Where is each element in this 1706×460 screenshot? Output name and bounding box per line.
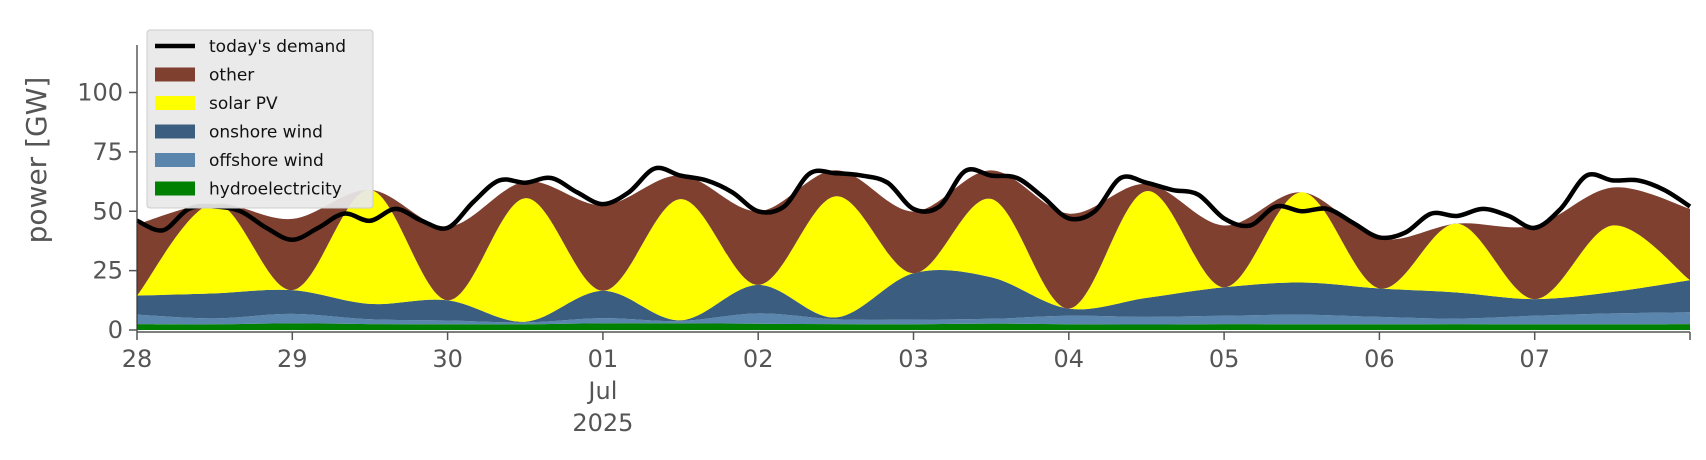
legend-swatch: [155, 124, 195, 139]
x-tick-label: 29: [277, 345, 308, 373]
legend-label: other: [209, 66, 254, 86]
x-tick-label: 01: [588, 345, 619, 373]
legend-label: offshore wind: [209, 151, 324, 171]
x-tick-label: 03: [898, 345, 929, 373]
y-tick-label: 75: [92, 138, 123, 166]
x-tick-label: 02: [743, 345, 774, 373]
x-tick-label: 30: [432, 345, 463, 373]
x-tick-label: 05: [1209, 345, 1240, 373]
demand-lines: [136, 165, 1692, 243]
area-offshore-wind: [137, 312, 1690, 325]
x-tick-label: 07: [1519, 345, 1550, 373]
legend-label: today's demand: [209, 37, 346, 57]
legend-swatch: [155, 153, 195, 167]
y-axis-label: power [GW]: [20, 77, 53, 244]
area-hydroelectricity: [137, 323, 1690, 330]
y-tick-label: 100: [77, 79, 123, 107]
legend-label: hydroelectricity: [209, 180, 342, 200]
line-todays-demand: [136, 165, 1692, 243]
y-tick-label: 50: [92, 197, 123, 225]
y-tick-label: 0: [108, 316, 123, 344]
stacked-areas: [137, 170, 1690, 330]
y-tick-label: 25: [92, 257, 123, 285]
area-solar-pv: [137, 189, 1690, 322]
x-tick-label: 04: [1054, 345, 1085, 373]
area-onshore-wind: [137, 269, 1690, 323]
legend-box: [146, 29, 374, 209]
legend-swatch: [155, 67, 195, 82]
x-tick-label: 06: [1364, 345, 1395, 373]
axes: 0 25 50 75 100 28 29 30 01 Jul 2025 02 03 04 05 06 07: [77, 45, 1691, 437]
legend-swatch: [155, 96, 195, 110]
legend: today's demand other solar PV onshore wind o…: [146, 29, 374, 209]
x-tick-label: 28: [122, 345, 153, 373]
legend-label: solar PV: [209, 94, 278, 114]
area-other: [137, 170, 1690, 309]
x-tick-label: Jul: [586, 377, 617, 405]
x-tick-label: 2025: [572, 409, 633, 437]
legend-label: onshore wind: [209, 123, 323, 143]
legend-swatch: [155, 181, 195, 196]
